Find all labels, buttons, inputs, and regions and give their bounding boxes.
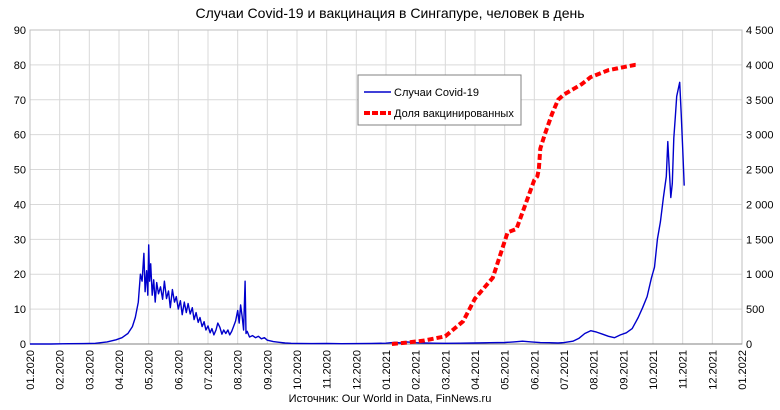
y-left-tick-label: 20 <box>14 269 26 281</box>
y-right-tick-label: 1 500 <box>746 234 774 246</box>
legend-label-cases: Случаи Covid-19 <box>394 87 479 99</box>
x-tick-label: 08.2021 <box>589 350 601 390</box>
y-right-tick-label: 0 <box>746 339 752 351</box>
legend: Случаи Covid-19 Доля вакцинированных <box>357 74 522 126</box>
x-tick-label: 12.2021 <box>707 350 719 390</box>
x-tick-label: 06.2021 <box>529 350 541 390</box>
x-tick-label: 12.2020 <box>351 350 363 390</box>
x-tick-label: 11.2021 <box>678 350 690 389</box>
y-right-tick-label: 4 000 <box>746 60 774 72</box>
x-tick-label: 06.2020 <box>173 350 185 390</box>
x-tick-label: 04.2021 <box>470 350 482 390</box>
source-note: Источник: Our World in Data, FinNews.ru <box>289 393 492 405</box>
y-right-tick-label: 2 500 <box>746 165 774 177</box>
x-tick-label: 01.2022 <box>737 350 749 390</box>
y-left-tick-label: 30 <box>14 234 26 246</box>
x-tick-label: 05.2020 <box>144 350 156 390</box>
x-tick-label: 08.2020 <box>233 350 245 390</box>
series-line-cases <box>30 81 685 345</box>
x-tick-label: 10.2021 <box>648 350 660 390</box>
y-left-tick-label: 60 <box>14 130 26 142</box>
y-left-tick-label: 80 <box>14 60 26 72</box>
y-right-tick-label: 2 000 <box>746 199 774 211</box>
y-left-tick-label: 50 <box>14 165 26 177</box>
x-tick-label: 09.2020 <box>262 350 274 390</box>
y-left-tick-label: 10 <box>14 304 26 316</box>
grid <box>30 29 742 344</box>
y-right-tick-label: 500 <box>746 304 764 316</box>
legend-box <box>357 74 522 126</box>
y-right-tick-label: 4 500 <box>746 25 774 37</box>
x-tick-label: 10.2020 <box>292 350 304 390</box>
x-tick-label: 11.2020 <box>322 350 334 389</box>
series-layer <box>30 62 685 346</box>
x-tick-label: 01.2021 <box>381 350 393 390</box>
x-tick-label: 02.2020 <box>55 350 67 390</box>
legend-label-vaccinated: Доля вакцинированных <box>394 108 514 120</box>
x-tick-label: 07.2020 <box>203 350 215 390</box>
chart-title: Случаи Covid-19 и вакцинация в Сингапуре… <box>195 5 584 21</box>
x-tick-label: 07.2021 <box>559 350 571 390</box>
y-left-tick-label: 90 <box>14 25 26 37</box>
y-left-tick-label: 70 <box>14 95 26 107</box>
y-left-tick-label: 0 <box>20 339 26 351</box>
y-right-tick-label: 3 000 <box>746 130 774 142</box>
x-tick-label: 03.2020 <box>84 350 96 390</box>
x-tick-label: 03.2021 <box>440 350 452 390</box>
y-right-tick-label: 1 000 <box>746 269 774 281</box>
x-tick-label: 05.2021 <box>500 350 512 390</box>
x-tick-label: 04.2020 <box>114 350 126 390</box>
x-tick-label: 09.2021 <box>618 350 630 390</box>
y-left-tick-label: 40 <box>14 199 26 211</box>
y-right-tick-label: 3 500 <box>746 95 774 107</box>
axes: 0 10 20 30 40 50 60 70 80 90 0 500 1 000 1 500 2 000 2 … <box>14 25 774 390</box>
x-tick-label: 01.2020 <box>25 350 37 390</box>
x-tick-label: 02.2021 <box>411 350 423 390</box>
